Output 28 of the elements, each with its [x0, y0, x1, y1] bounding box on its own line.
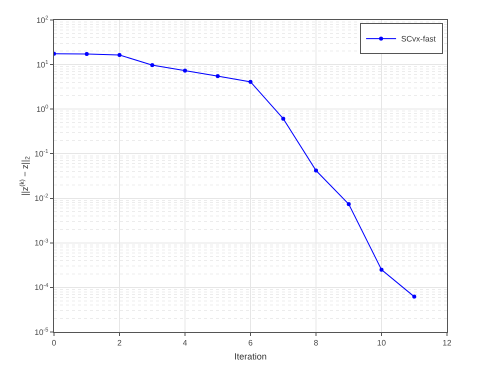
x-tick-label: 12 [442, 338, 452, 348]
point [248, 80, 252, 84]
y-tick-label: 10$^{-5}$ [34, 327, 48, 337]
y-tick-label: 10$^{0}$ [36, 104, 48, 114]
point [281, 116, 286, 121]
point [216, 74, 220, 78]
y-tick-label: 10$^{1}$ [36, 60, 48, 70]
y-tick-label: 10$^{-1}$ [34, 149, 48, 159]
x-tick-label: 0 [52, 338, 57, 348]
x-tick-label: 4 [182, 338, 188, 348]
point [118, 53, 122, 57]
y-tick-label: 10$^{-3}$ [34, 238, 48, 248]
y-tick-label: 10$^{-4}$ [34, 282, 48, 292]
point [314, 168, 318, 173]
point [183, 68, 187, 73]
x-axis-title: Iteration [234, 351, 267, 362]
y-tick-label: 10$^{2}$ [36, 15, 48, 25]
y-tick-label: 10$^{-2}$ [34, 194, 48, 204]
x-tick-label: 2 [117, 338, 122, 348]
point [346, 202, 351, 206]
x-tick-label: 10 [377, 338, 386, 348]
legend-label: SCvx-fast [401, 34, 437, 44]
point [380, 268, 384, 272]
point [84, 52, 89, 56]
point [150, 63, 154, 68]
point [412, 294, 416, 299]
x-tick-label: 8 [314, 338, 319, 348]
x-tick-label: 6 [248, 338, 254, 348]
